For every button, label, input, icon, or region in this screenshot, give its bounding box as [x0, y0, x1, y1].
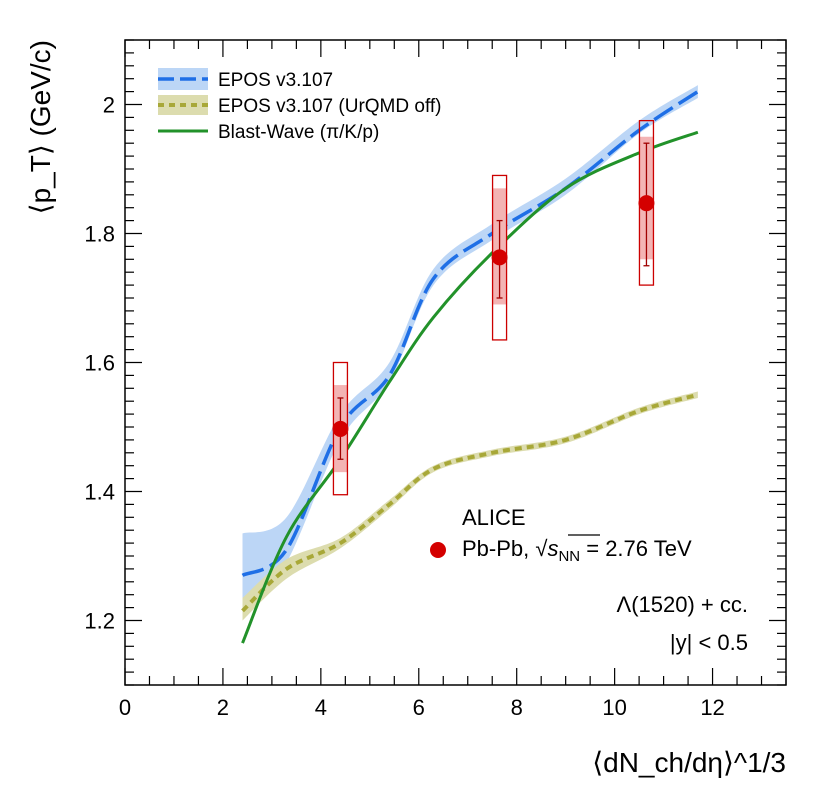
annotation-nn-subscript: NN [558, 548, 580, 565]
annotation-system: Pb-Pb, √sNN = 2.76 TeV [462, 536, 692, 565]
annotation-system-prefix: Pb-Pb, [462, 536, 535, 561]
x-tick-label: 12 [700, 695, 724, 720]
y-tick-label: 1.4 [84, 480, 115, 505]
model-curves [241, 90, 699, 644]
data-point-2 [638, 195, 655, 212]
x-tick-label: 0 [119, 695, 131, 720]
band-series-0 [242, 85, 698, 615]
annotation-sqrt-symbol: √ [535, 536, 548, 561]
annotation-data-marker [430, 542, 446, 558]
y-axis-title: ⟨p_T⟩ (GeV/c) [25, 40, 56, 214]
y-tick-label: 1.6 [84, 351, 115, 376]
annotation-energy: = 2.76 TeV [580, 536, 692, 561]
legend-label-epos: EPOS v3.107 [218, 70, 333, 91]
x-tick-label: 10 [602, 695, 626, 720]
axis-ticks: 0 2 4 6 8 10 12 1.2 1.4 1.6 1.8 2 [84, 39, 787, 720]
line-series-1 [241, 392, 699, 613]
x-tick-label: 8 [511, 695, 523, 720]
annotation-s-letter: s [547, 536, 558, 561]
data-point-0 [332, 420, 349, 437]
legend: EPOS v3.107 EPOS v3.107 (UrQMD off) Blas… [158, 68, 442, 143]
y-tick-label: 1.8 [84, 222, 115, 247]
data-points [332, 119, 655, 496]
legend-label-blast-wave: Blast-Wave (π/K/p) [218, 122, 379, 143]
y-tick-label: 1.2 [84, 609, 115, 634]
x-tick-label: 4 [315, 695, 327, 720]
annotations: ALICE Pb-Pb, √sNN = 2.76 TeV Λ(1520) + c… [430, 505, 748, 655]
y-tick-label: 2 [103, 93, 115, 118]
x-tick-label: 2 [217, 695, 229, 720]
x-tick-label: 6 [413, 695, 425, 720]
annotation-rapidity: |y| < 0.5 [670, 630, 748, 655]
x-axis-title: ⟨dN_ch/dη⟩^1/3 [592, 747, 786, 778]
data-point-1 [491, 249, 508, 266]
annotation-experiment: ALICE [462, 505, 526, 530]
line-series-2 [241, 130, 699, 644]
legend-label-epos-urqmd-off: EPOS v3.107 (UrQMD off) [218, 96, 442, 117]
annotation-particle: Λ(1520) + cc. [617, 592, 748, 617]
